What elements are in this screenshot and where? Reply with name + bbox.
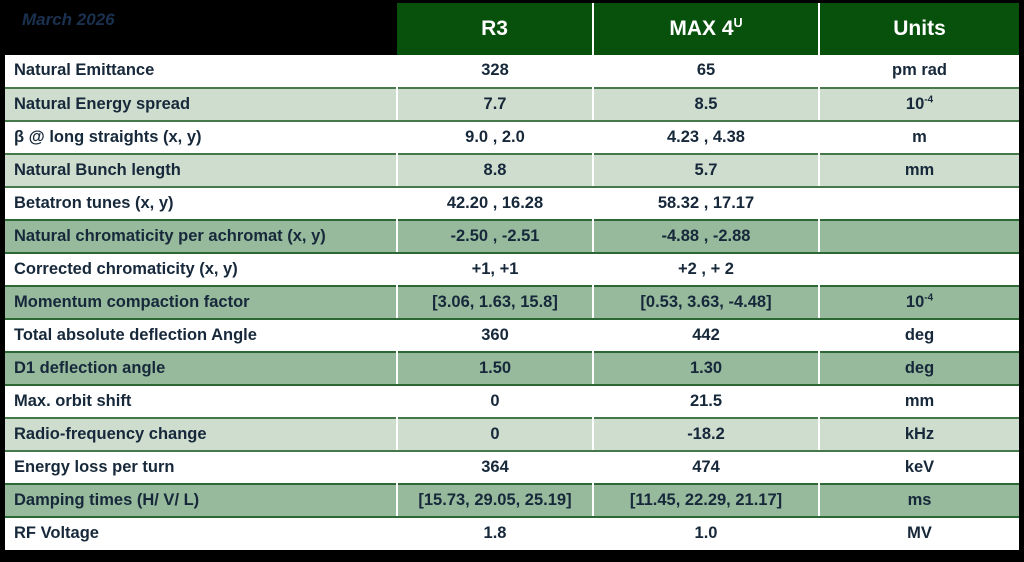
r3-value: 364 [396,450,593,484]
table-row: Damping times (H/ V/ L) [15.73, 29.05, 2… [5,482,1019,518]
units-value: ms [818,482,1019,518]
row-label: Radio-frequency change [5,416,397,452]
units-value: deg [818,350,1019,386]
row-label: Energy loss per turn [5,450,397,484]
parameter-comparison-table: March 2026 R3 MAX 4U Units Natural Emitt… [5,0,1019,550]
row-label: Momentum compaction factor [5,284,397,320]
row-label: Max. orbit shift [5,384,397,418]
units-value [818,252,1019,286]
r3-value: 0 [396,384,593,418]
table-row: Natural Emittance 328 65 pm rad [5,54,1019,88]
column-header-r3: R3 [397,0,593,55]
max4u-value: 474 [592,450,819,484]
max4u-value: 58.32 , 17.17 [592,186,819,220]
max4u-value: +2 , + 2 [592,252,819,286]
units-value: pm rad [818,54,1019,88]
max4u-value: 8.5 [592,86,819,122]
table-row: Natural Energy spread 7.7 8.5 10-4 [5,86,1019,122]
r3-value: [3.06, 1.63, 15.8] [396,284,593,320]
table-row: Natural chromaticity per achromat (x, y)… [5,218,1019,254]
row-label: Natural Bunch length [5,152,397,188]
row-label: Natural chromaticity per achromat (x, y) [5,218,397,254]
max4u-value: -18.2 [592,416,819,452]
row-label: Total absolute deflection Angle [5,318,397,352]
r3-value: 42.20 , 16.28 [396,186,593,220]
max4u-value: 21.5 [592,384,819,418]
table-row: RF Voltage 1.8 1.0 MV [5,516,1019,550]
max4u-value: 1.0 [592,516,819,550]
max4u-value: 4.23 , 4.38 [592,120,819,154]
table-row: Energy loss per turn 364 474 keV [5,450,1019,484]
units-value [818,186,1019,220]
units-value: mm [818,152,1019,188]
table-row: Total absolute deflection Angle 360 442 … [5,318,1019,352]
r3-value: 9.0 , 2.0 [396,120,593,154]
max4u-value: 442 [592,318,819,352]
table-row: Natural Bunch length 8.8 5.7 mm [5,152,1019,188]
max4u-value: -4.88 , -2.88 [592,218,819,254]
date-cell: March 2026 [5,1,397,55]
max4u-value: 65 [592,54,819,88]
units-value [818,218,1019,254]
r3-value: 360 [396,318,593,352]
max4u-superscript: U [733,15,743,30]
r3-value: 7.7 [396,86,593,122]
row-label: D1 deflection angle [5,350,397,386]
units-value: kHz [818,416,1019,452]
row-label: Betatron tunes (x, y) [5,186,397,220]
units-value: mm [818,384,1019,418]
max4u-value: 5.7 [592,152,819,188]
table-row: Radio-frequency change 0 -18.2 kHz [5,416,1019,452]
units-value: 10-4 [818,284,1019,320]
table-row: D1 deflection angle 1.50 1.30 deg [5,350,1019,386]
row-label: Natural Emittance [5,54,397,88]
column-header-max4u: MAX 4U [592,0,819,55]
units-value: 10-4 [818,86,1019,122]
units-value: m [818,120,1019,154]
r3-value: [15.73, 29.05, 25.19] [396,482,593,518]
column-header-units: Units [818,0,1019,55]
r3-value: 8.8 [396,152,593,188]
table-row: Momentum compaction factor [3.06, 1.63, … [5,284,1019,320]
header-row: March 2026 R3 MAX 4U Units [5,0,1019,55]
row-label: Corrected chromaticity (x, y) [5,252,397,286]
r3-value: +1, +1 [396,252,593,286]
table-row: β @ long straights (x, y) 9.0 , 2.0 4.23… [5,120,1019,154]
r3-value: 328 [396,54,593,88]
r3-value: -2.50 , -2.51 [396,218,593,254]
max4u-value: [0.53, 3.63, -4.48] [592,284,819,320]
table-row: Betatron tunes (x, y) 42.20 , 16.28 58.3… [5,186,1019,220]
units-value: keV [818,450,1019,484]
units-value: MV [818,516,1019,550]
row-label: Natural Energy spread [5,86,397,122]
row-label: β @ long straights (x, y) [5,120,397,154]
parameter-table-frame: March 2026 R3 MAX 4U Units Natural Emitt… [5,0,1019,550]
row-label: Damping times (H/ V/ L) [5,482,397,518]
table-row: Corrected chromaticity (x, y) +1, +1 +2 … [5,252,1019,286]
r3-value: 0 [396,416,593,452]
max4u-value: [11.45, 22.29, 21.17] [592,482,819,518]
date-label: March 2026 [22,9,115,29]
units-value: deg [818,318,1019,352]
max4u-base: MAX 4 [669,16,734,40]
row-label: RF Voltage [5,516,397,550]
r3-value: 1.50 [396,350,593,386]
max4u-value: 1.30 [592,350,819,386]
table-row: Max. orbit shift 0 21.5 mm [5,384,1019,418]
r3-value: 1.8 [396,516,593,550]
